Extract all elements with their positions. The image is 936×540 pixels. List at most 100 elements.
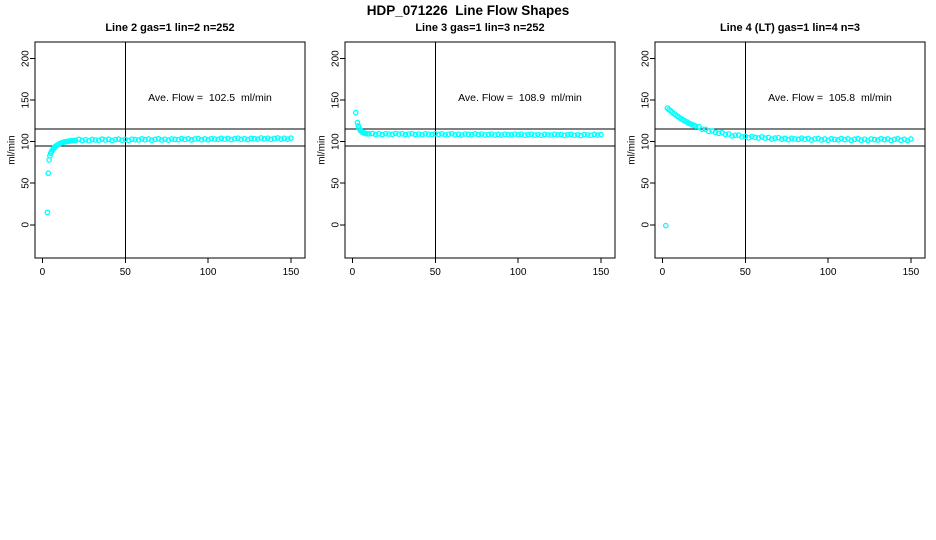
data-point bbox=[749, 133, 755, 140]
plot-box bbox=[654, 41, 926, 259]
data-point bbox=[138, 136, 145, 142]
data-point bbox=[119, 137, 125, 144]
data-point bbox=[495, 131, 502, 138]
y-axis-label: ml/min bbox=[627, 135, 638, 164]
data-point bbox=[818, 137, 825, 143]
data-point bbox=[768, 136, 775, 142]
y-tick-label: 150 bbox=[331, 91, 342, 108]
data-point bbox=[699, 126, 706, 133]
data-point bbox=[535, 131, 541, 138]
plot-area: 0 50 100 150 0 50 100 150 200 ml/min bbox=[317, 41, 616, 278]
data-point bbox=[505, 131, 512, 138]
data-point bbox=[95, 137, 102, 144]
data-point bbox=[662, 222, 669, 229]
data-point bbox=[755, 135, 762, 141]
data-point bbox=[598, 131, 604, 138]
data-point bbox=[762, 135, 769, 141]
data-point bbox=[129, 136, 135, 143]
plot-area: 0 50 100 150 0 50 100 150 200 ml/min bbox=[7, 41, 306, 278]
data-point bbox=[115, 136, 122, 142]
data-point bbox=[412, 131, 419, 138]
data-point bbox=[231, 135, 238, 142]
data-point bbox=[888, 137, 894, 144]
data-point bbox=[264, 135, 271, 142]
data-point bbox=[376, 130, 382, 137]
data-point bbox=[178, 135, 185, 142]
data-point bbox=[541, 131, 548, 138]
data-point bbox=[241, 135, 248, 142]
data-point bbox=[555, 132, 561, 138]
data-point bbox=[732, 132, 739, 139]
data-point bbox=[188, 137, 195, 143]
data-point bbox=[498, 132, 505, 138]
data-point bbox=[248, 135, 255, 142]
data-point bbox=[432, 130, 439, 137]
data-point bbox=[712, 129, 719, 136]
data-point bbox=[122, 136, 129, 143]
data-point bbox=[215, 136, 221, 143]
data-point bbox=[802, 136, 808, 143]
data-point bbox=[908, 136, 914, 142]
data-point bbox=[551, 131, 558, 138]
data-point bbox=[452, 131, 459, 138]
data-point bbox=[808, 137, 815, 143]
data-point bbox=[201, 136, 208, 142]
panel-title: Line 4 (LT) gas=1 lin=4 n=3 bbox=[719, 22, 861, 34]
data-point bbox=[558, 131, 565, 138]
data-point bbox=[568, 131, 574, 138]
data-point bbox=[858, 137, 865, 144]
data-point bbox=[715, 130, 722, 137]
data-point bbox=[208, 135, 215, 142]
data-point bbox=[581, 131, 588, 138]
data-point bbox=[545, 131, 551, 138]
data-point bbox=[366, 131, 372, 137]
ave-flow-annotation: Ave. Flow = 102.5 ml/min bbox=[148, 92, 272, 104]
data-point bbox=[561, 132, 568, 139]
data-point bbox=[135, 137, 142, 143]
data-point bbox=[379, 131, 386, 138]
data-point bbox=[518, 131, 525, 138]
data-point bbox=[352, 109, 359, 116]
data-point bbox=[515, 131, 521, 138]
data-point bbox=[485, 131, 492, 138]
data-point bbox=[729, 133, 735, 139]
data-point bbox=[261, 136, 268, 142]
data-point bbox=[109, 137, 115, 144]
data-point bbox=[482, 132, 488, 138]
data-point bbox=[458, 132, 465, 138]
x-tick-label: 150 bbox=[283, 267, 300, 278]
data-point bbox=[105, 136, 112, 143]
plot-box bbox=[34, 41, 306, 259]
data-point bbox=[425, 131, 432, 138]
x-tick-label: 50 bbox=[430, 267, 442, 278]
data-point bbox=[274, 135, 281, 141]
data-point bbox=[205, 137, 211, 143]
x-tick-label: 150 bbox=[593, 267, 610, 278]
data-point bbox=[472, 131, 478, 137]
data-point bbox=[722, 131, 729, 138]
data-point bbox=[739, 134, 745, 140]
data-point bbox=[696, 123, 702, 130]
data-point bbox=[455, 131, 462, 138]
data-point bbox=[168, 136, 175, 142]
data-point bbox=[492, 132, 498, 138]
data-point bbox=[238, 136, 245, 143]
data-point bbox=[165, 137, 172, 143]
y-tick-label: 50 bbox=[331, 177, 342, 189]
data-point bbox=[278, 136, 284, 142]
data-point bbox=[752, 134, 759, 141]
data-point bbox=[85, 137, 92, 144]
data-point bbox=[772, 135, 778, 141]
data-point bbox=[571, 132, 578, 139]
data-point bbox=[191, 136, 198, 142]
data-point bbox=[288, 135, 294, 141]
data-point bbox=[132, 136, 139, 143]
data-point bbox=[112, 136, 119, 143]
data-point bbox=[705, 128, 712, 135]
data-point bbox=[185, 135, 192, 142]
data-point bbox=[281, 135, 288, 142]
data-point bbox=[235, 135, 241, 142]
data-point bbox=[891, 136, 898, 143]
data-point bbox=[538, 132, 545, 139]
data-point bbox=[465, 131, 472, 138]
